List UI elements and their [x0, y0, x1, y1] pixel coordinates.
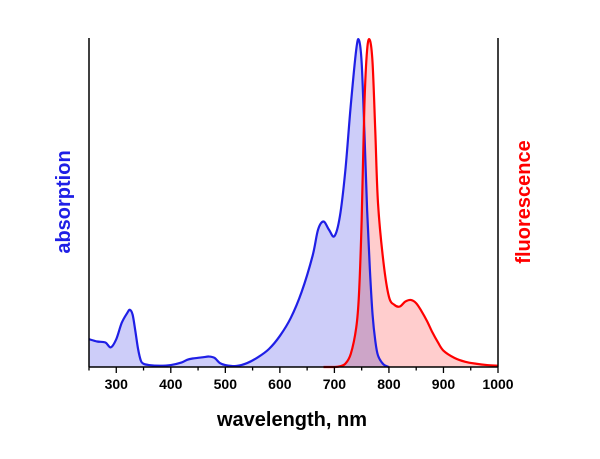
right-axis-title: fluorescence: [513, 140, 535, 263]
x-tick-label: 600: [268, 376, 292, 392]
x-axis-title: wavelength, nm: [216, 409, 367, 431]
absorption-line: [88, 37, 390, 369]
axes: [88, 38, 499, 368]
series-lines: [88, 37, 499, 369]
x-tick-label: 1000: [482, 376, 513, 392]
x-tick-label: 800: [377, 376, 401, 392]
x-tick-label: 400: [159, 376, 183, 392]
x-tick-label: 500: [214, 376, 238, 392]
fluorescence-line: [323, 37, 499, 369]
x-tick-label: 700: [323, 376, 347, 392]
x-ticks: 300 400 500 600 700 800 900 1000: [88, 367, 514, 392]
area-fills: [89, 39, 498, 368]
absorption-area: [89, 39, 389, 368]
left-axis-title: absorption: [53, 150, 75, 253]
x-tick-label: 300: [105, 376, 129, 392]
x-tick-label: 900: [432, 376, 456, 392]
fluorescence-area: [323, 39, 498, 368]
